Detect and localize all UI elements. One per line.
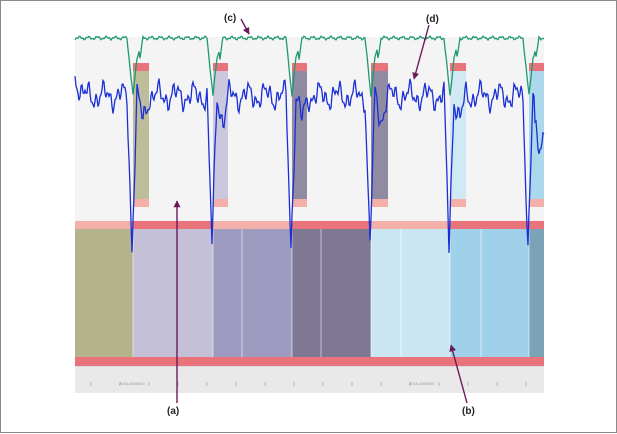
marker-strip-5 <box>450 63 466 207</box>
arrow-d <box>412 24 430 80</box>
red-bands <box>75 221 544 366</box>
marker-strip-top-1 <box>133 63 149 71</box>
segment-block-2 <box>133 229 213 359</box>
segment-block-5 <box>371 229 450 359</box>
bottom-band <box>75 357 544 366</box>
marker-strip-bottom-6 <box>529 199 544 207</box>
annotation-label-b: (b) <box>462 406 475 417</box>
marker-strip-3 <box>292 63 307 207</box>
annotation-label-c: (c) <box>224 13 236 24</box>
segment-block-1 <box>75 229 133 359</box>
segment-block-3 <box>213 229 292 359</box>
marker-strip-bottom-5 <box>450 199 466 207</box>
top-band-light-2 <box>213 221 292 229</box>
annotation-arrows <box>173 18 468 404</box>
arrow-b <box>449 344 468 404</box>
arrow-c <box>240 18 250 35</box>
segment-blocks <box>75 229 544 359</box>
marker-strip-top-2 <box>213 63 228 71</box>
marker-strip-bottom-2 <box>213 199 228 207</box>
segment-block-7 <box>529 229 544 359</box>
timeline-tick-label-1: 2016.0406000 <box>119 381 145 386</box>
marker-strip-2 <box>213 63 228 207</box>
marker-strip-bottom-3 <box>292 199 307 207</box>
segment-block-6 <box>450 229 529 359</box>
annotation-label-a: (a) <box>167 406 179 417</box>
top-band-light-3 <box>371 221 450 229</box>
annotation-label-d: (d) <box>426 14 439 25</box>
top-band-light-1 <box>75 221 133 229</box>
marker-strip-bottom-4 <box>371 199 388 207</box>
blue-signal-trace <box>74 76 545 253</box>
marker-strip-top-4 <box>371 63 388 71</box>
marker-strip-top-6 <box>529 63 544 71</box>
green-signal-trace <box>74 34 545 97</box>
top-band <box>75 221 544 229</box>
marker-strip-top-3 <box>292 63 307 71</box>
segment-block-4 <box>292 229 371 359</box>
timeline-ticks <box>90 382 527 386</box>
timeline-tick-label-2: 2016.2006000 <box>409 381 435 386</box>
marker-strip-top-5 <box>450 63 466 71</box>
marker-strip-4 <box>371 63 388 207</box>
timeline-bar <box>75 367 544 393</box>
vertical-gridlines <box>132 229 530 357</box>
marker-strip-bottom-1 <box>133 199 149 207</box>
